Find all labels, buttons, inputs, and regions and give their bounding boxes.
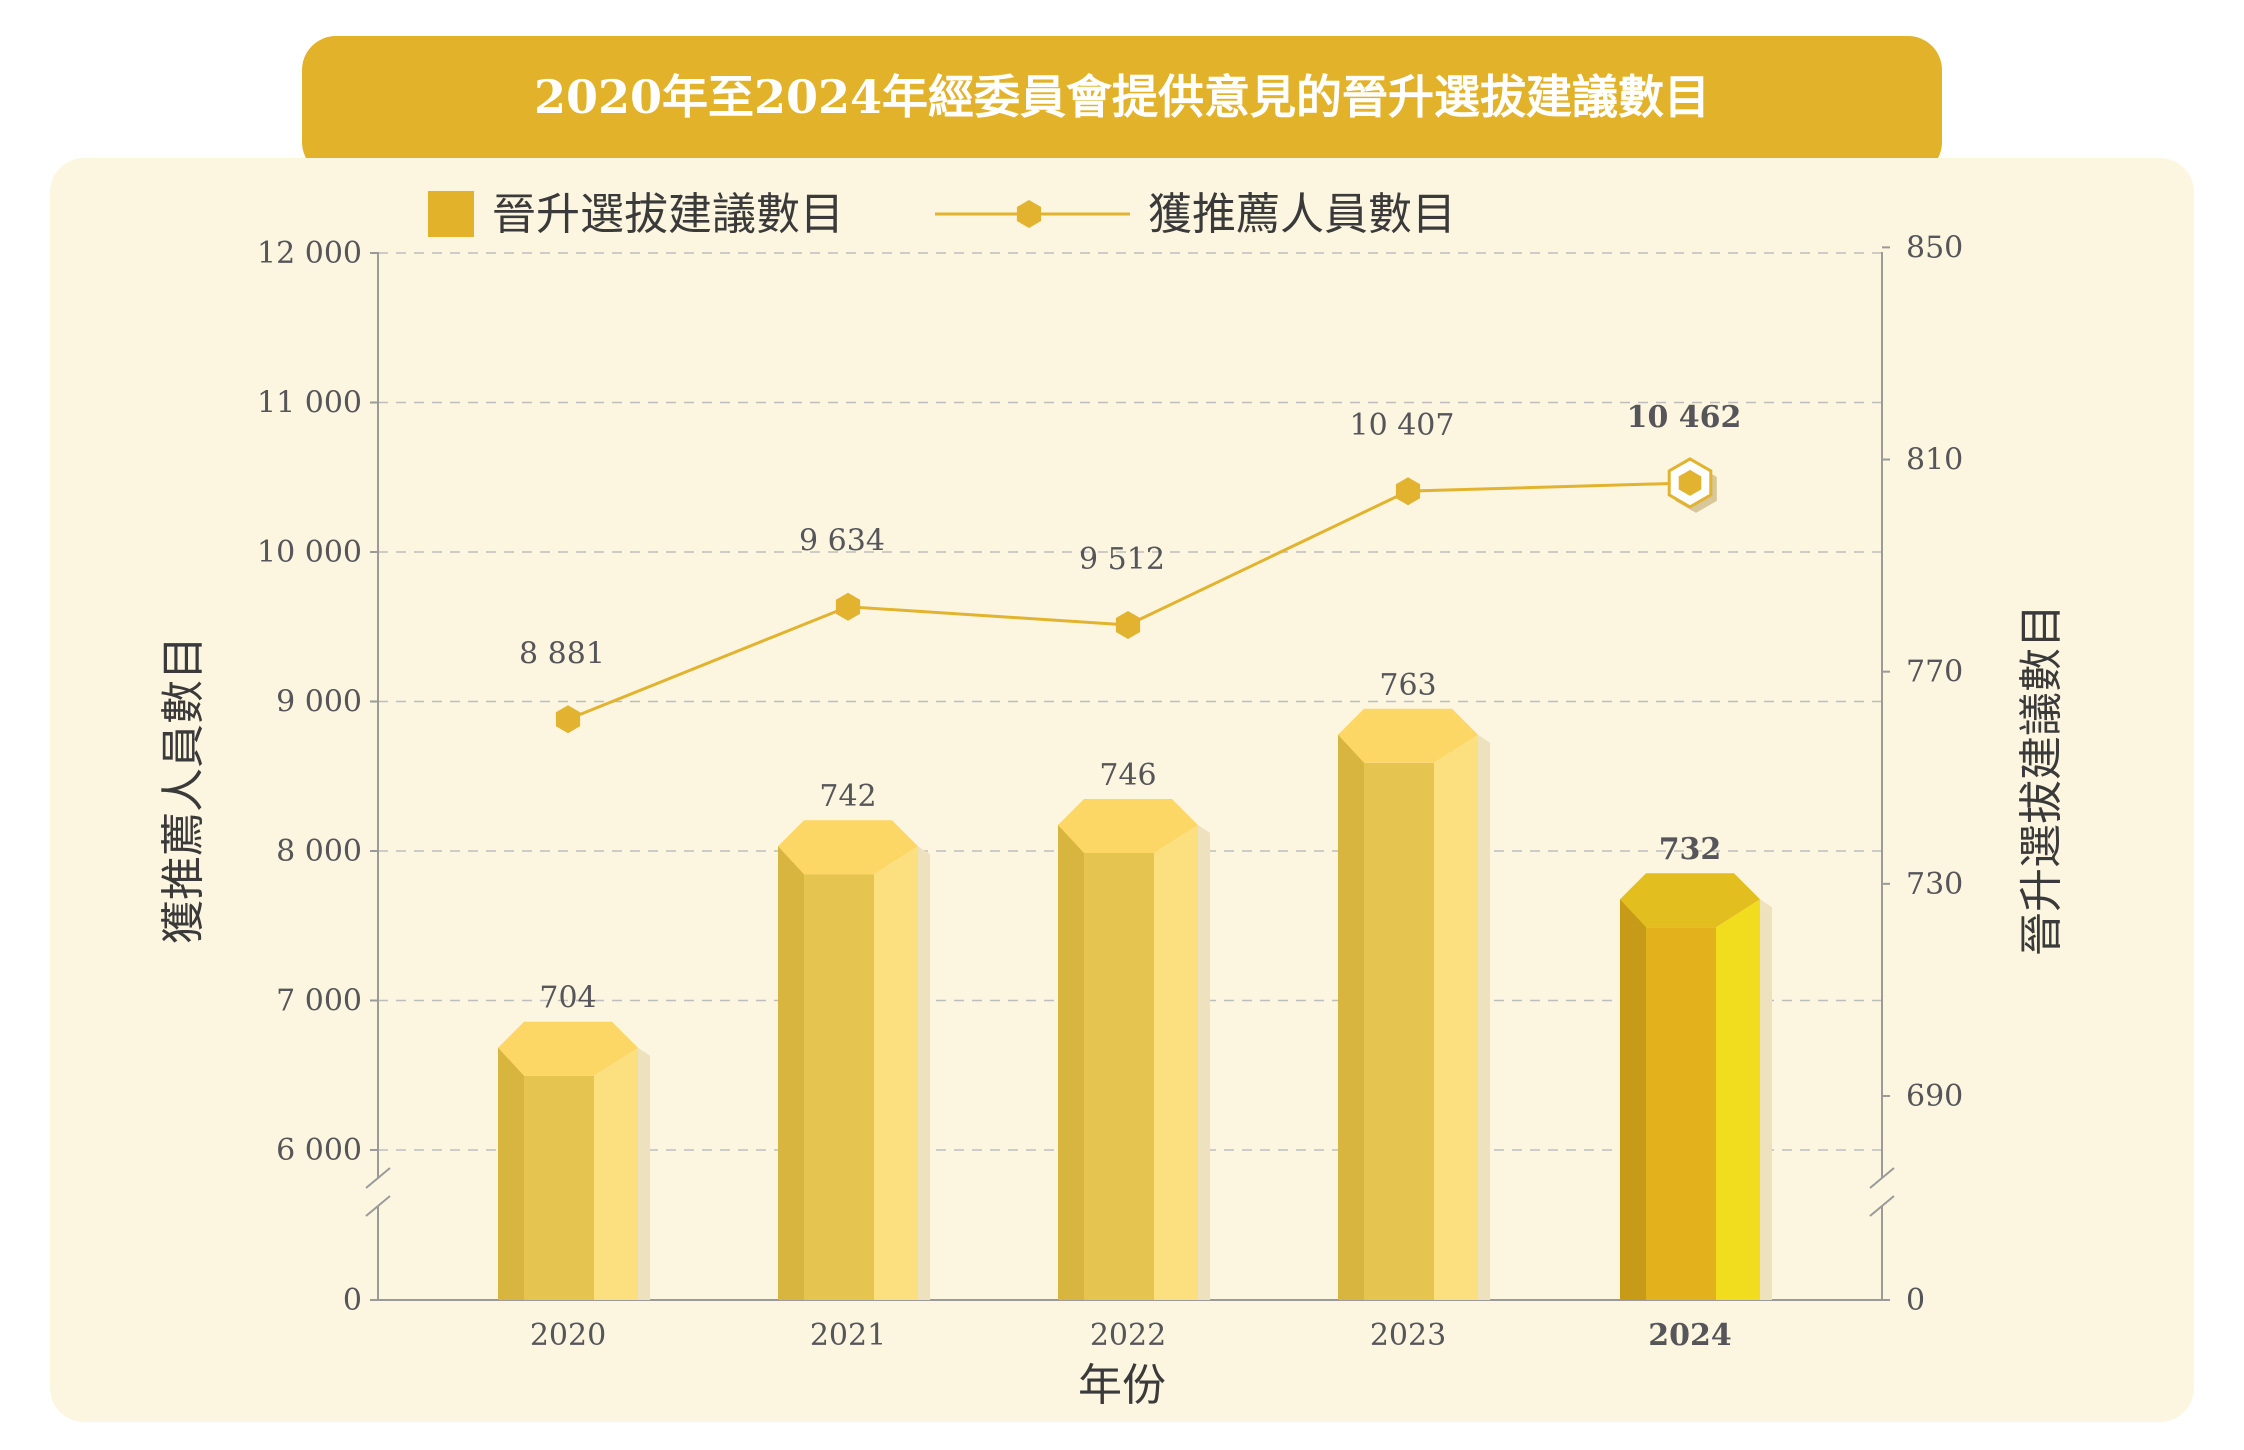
chart-title: 2020年至2024年經委員會提供意見的晉升選拔建議數目 bbox=[534, 70, 1710, 124]
bar-data-label: 746 bbox=[1099, 758, 1156, 793]
y-right-tick-label: 730 bbox=[1906, 867, 1963, 902]
y-right-tick-label: 810 bbox=[1906, 443, 1963, 478]
bar-data-label: 732 bbox=[1659, 832, 1722, 867]
legend-line-marker-icon bbox=[1016, 200, 1042, 228]
bar-data-label: 763 bbox=[1379, 668, 1436, 703]
bar-shadow bbox=[1198, 824, 1210, 1300]
bar-top-face bbox=[1620, 873, 1760, 928]
x-tick-label: 2020 bbox=[530, 1318, 606, 1353]
line-data-label: 8 881 bbox=[519, 636, 605, 671]
bar-right-face bbox=[1716, 899, 1760, 1300]
y-left-tick-label: 11 000 bbox=[257, 386, 362, 421]
bar-data-label: 704 bbox=[539, 981, 596, 1016]
axis-break-mark bbox=[1869, 1195, 1895, 1217]
x-axis-title: 年份 bbox=[1078, 1360, 1166, 1411]
line-marker bbox=[1115, 611, 1141, 639]
y-right-tick-label: 0 bbox=[1906, 1283, 1925, 1318]
bar-right-face bbox=[1434, 734, 1478, 1300]
y-left-tick-label: 0 bbox=[343, 1283, 362, 1318]
y-axis-left-title: 獲推薦人員數目 bbox=[158, 636, 209, 944]
bar-right-face bbox=[1154, 824, 1198, 1300]
title-banner bbox=[302, 36, 1942, 176]
line-marker bbox=[1678, 469, 1702, 496]
y-right-tick-label: 690 bbox=[1906, 1079, 1963, 1114]
line-marker bbox=[555, 705, 581, 734]
y-right-tick-label: 850 bbox=[1906, 230, 1963, 265]
bar-left-face bbox=[498, 1047, 524, 1300]
y-left-tick-label: 6 000 bbox=[276, 1133, 362, 1168]
y-left-tick-label: 9 000 bbox=[276, 685, 362, 720]
legend-bar-label: 晉升選拔建議數目 bbox=[492, 189, 844, 240]
bar-top-face bbox=[1338, 708, 1478, 763]
y-left-tick-label: 10 000 bbox=[257, 535, 362, 570]
bar-shadow bbox=[918, 846, 930, 1300]
bar-left-face bbox=[1058, 824, 1084, 1300]
bar-right-face bbox=[874, 846, 918, 1300]
bar bbox=[498, 1021, 650, 1300]
x-tick-label: 2023 bbox=[1370, 1318, 1446, 1353]
line-marker bbox=[835, 592, 861, 621]
line-data-label: 9 512 bbox=[1079, 542, 1165, 577]
bar-shadow bbox=[638, 1047, 650, 1300]
line-data-label: 9 634 bbox=[799, 524, 885, 559]
bar-top-face bbox=[498, 1021, 638, 1076]
bar-left-face bbox=[778, 846, 804, 1300]
bar-left-face bbox=[1338, 734, 1364, 1300]
axis-break-mark bbox=[365, 1195, 391, 1217]
line-data-label: 10 407 bbox=[1350, 408, 1455, 443]
bar bbox=[1058, 798, 1210, 1300]
bar-data-label: 742 bbox=[819, 779, 876, 814]
y-left-tick-label: 7 000 bbox=[276, 984, 362, 1019]
bar bbox=[1620, 873, 1772, 1300]
bar-front-face bbox=[1084, 852, 1154, 1300]
axis-break-mark bbox=[1869, 1167, 1895, 1189]
y-left-tick-label: 8 000 bbox=[276, 834, 362, 869]
bar-left-face bbox=[1620, 899, 1646, 1300]
line-marker bbox=[1395, 477, 1421, 506]
bar-shadow bbox=[1478, 734, 1490, 1300]
bar-right-face bbox=[594, 1047, 638, 1300]
legend-bar-swatch bbox=[428, 191, 474, 237]
x-tick-label: 2024 bbox=[1648, 1318, 1732, 1353]
bar-top-face bbox=[778, 820, 918, 875]
y-left-tick-label: 12 000 bbox=[257, 236, 362, 271]
bar-front-face bbox=[1646, 927, 1716, 1300]
x-tick-label: 2022 bbox=[1090, 1318, 1166, 1353]
legend-line-label: 獲推薦人員數目 bbox=[1148, 189, 1456, 240]
bar-top-face bbox=[1058, 798, 1198, 853]
axis-break-mark bbox=[365, 1167, 391, 1189]
bar bbox=[1338, 708, 1490, 1300]
y-right-tick-label: 770 bbox=[1906, 655, 1963, 690]
x-tick-label: 2021 bbox=[810, 1318, 886, 1353]
bar-front-face bbox=[804, 874, 874, 1300]
bar bbox=[778, 820, 930, 1300]
bar-shadow bbox=[1760, 899, 1772, 1300]
bar-front-face bbox=[524, 1075, 594, 1300]
bar-front-face bbox=[1364, 762, 1434, 1300]
line-data-label: 10 462 bbox=[1627, 400, 1742, 435]
legend: 晉升選拔建議數目 獲推薦人員數目 bbox=[428, 189, 1456, 240]
y-axis-right-title: 晉升選拔建議數目 bbox=[2016, 604, 2067, 956]
